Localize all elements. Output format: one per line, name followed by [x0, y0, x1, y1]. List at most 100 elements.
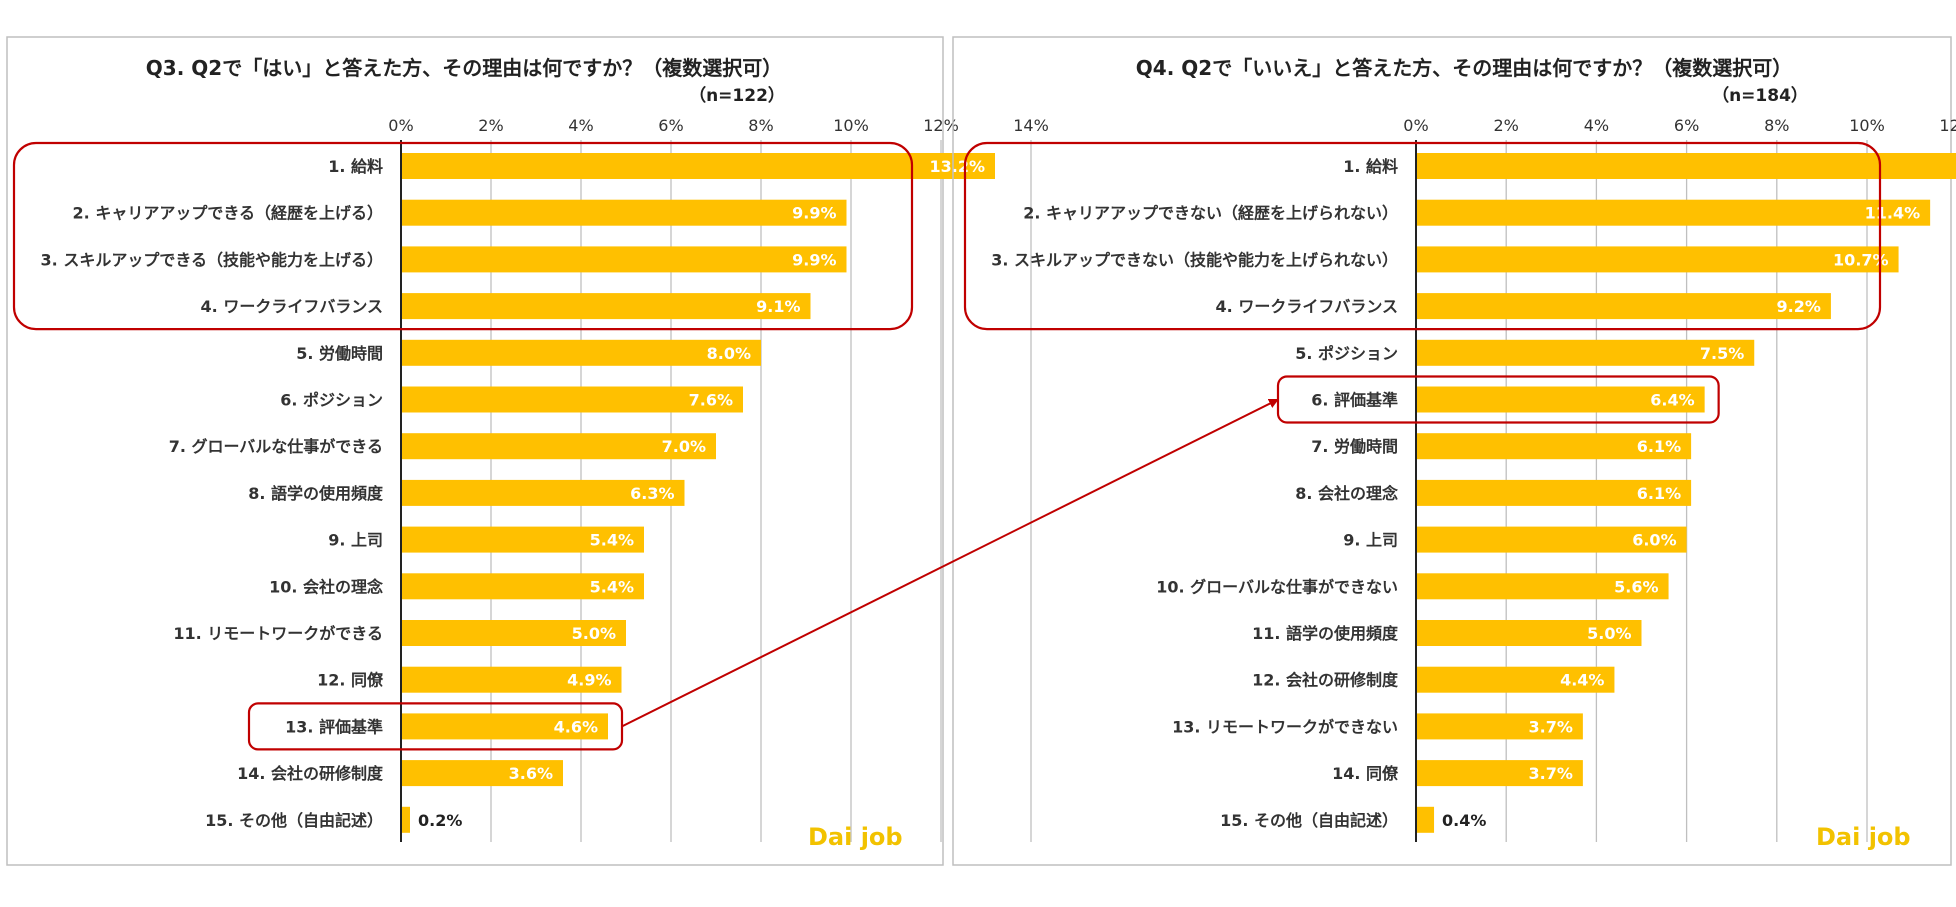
category-label: 5. 労働時間 [296, 344, 383, 363]
category-label: 2. キャリアアップできない（経歴を上げられない） [1023, 204, 1398, 223]
data-label: 9.9% [792, 204, 836, 223]
bar [401, 713, 608, 740]
x-tick-label: 10% [833, 116, 869, 135]
bar [401, 199, 847, 226]
category-label: 9. 上司 [1343, 531, 1398, 550]
category-label: 7. グローバルな仕事ができる [169, 437, 383, 456]
x-tick-label: 12% [1939, 116, 1956, 135]
chart-frame [6, 36, 944, 866]
bar [1416, 479, 1692, 506]
data-label: 9.1% [756, 297, 800, 316]
bar [401, 293, 811, 320]
category-label: 12. 会社の研修制度 [1252, 671, 1399, 690]
x-tick-label: 10% [1849, 116, 1885, 135]
category-label: 3. スキルアップできない（技能や能力を上げられない） [991, 250, 1398, 269]
bar [401, 153, 995, 179]
category-label: 15. その他（自由記述） [205, 811, 383, 830]
bar [1416, 153, 1956, 179]
category-label: 1. 給料 [328, 157, 383, 176]
data-label: 6.1% [1637, 484, 1681, 503]
x-tick-label: 8% [1764, 116, 1789, 135]
bar [401, 386, 743, 413]
data-label: 4.9% [567, 671, 611, 690]
data-label: 4.4% [1560, 671, 1604, 690]
data-label: 11.4% [1865, 204, 1921, 223]
bar [1416, 199, 1931, 226]
bar [1416, 339, 1755, 366]
category-label: 10. グローバルな仕事ができない [1156, 577, 1398, 596]
bar [401, 573, 644, 600]
category-label: 10. 会社の理念 [269, 577, 384, 596]
data-label: 9.2% [1777, 297, 1821, 316]
category-label: 6. 評価基準 [1311, 391, 1398, 410]
category-label: 11. リモートワークができる [173, 624, 383, 643]
category-label: 1. 給料 [1343, 157, 1398, 176]
q3-chart-panel: Q3. Q2で「はい」と答えた方、その理由は何ですか？（複数選択可） （n=122… [6, 36, 1049, 866]
data-label: 4.6% [554, 717, 598, 736]
category-label: 3. スキルアップできる（技能や能力を上げる） [41, 250, 383, 269]
bar [1416, 760, 1583, 787]
chart-frame [952, 36, 1952, 866]
bar [1416, 293, 1831, 320]
x-tick-label: 4% [568, 116, 593, 135]
x-tick-label: 4% [1584, 116, 1609, 135]
bar [1416, 666, 1615, 693]
daijob-logo: Dai job [808, 823, 903, 851]
x-tick-label: 0% [1403, 116, 1428, 135]
bar [401, 620, 626, 646]
data-label: 10.7% [1833, 250, 1889, 269]
bar [1416, 526, 1687, 553]
x-tick-label: 12% [923, 116, 959, 135]
data-label: 7.5% [1700, 344, 1744, 363]
data-label: 5.0% [1587, 624, 1631, 643]
category-label: 14. 会社の研修制度 [237, 764, 384, 783]
bar [401, 246, 847, 273]
category-label: 13. 評価基準 [285, 717, 383, 736]
data-label: 0.4% [1442, 811, 1486, 830]
category-label: 14. 同僚 [1332, 764, 1399, 783]
x-tick-label: 14% [1013, 116, 1049, 135]
data-label: 3.6% [509, 764, 553, 783]
chart-subtitle: （n=122） [689, 85, 785, 106]
category-label: 4. ワークライフバランス [201, 297, 383, 316]
category-label: 13. リモートワークができない [1172, 717, 1398, 736]
data-label: 8.0% [707, 344, 751, 363]
data-label: 3.7% [1528, 717, 1572, 736]
data-label: 6.3% [630, 484, 674, 503]
data-label: 9.9% [792, 250, 836, 269]
data-label: 6.1% [1637, 437, 1681, 456]
chart-title: Q3. Q2で「はい」と答えた方、その理由は何ですか？（複数選択可） [146, 56, 782, 80]
bar [1416, 246, 1899, 273]
data-label: 0.2% [418, 811, 462, 830]
x-tick-label: 6% [658, 116, 683, 135]
category-label: 4. ワークライフバランス [1216, 297, 1398, 316]
category-label: 7. 労働時間 [1311, 437, 1398, 456]
bar [401, 433, 716, 460]
bar [1416, 386, 1705, 413]
bar [1416, 806, 1435, 833]
x-tick-label: 6% [1674, 116, 1699, 135]
bar [1416, 713, 1583, 740]
category-label: 9. 上司 [328, 531, 383, 550]
data-label: 6.0% [1632, 531, 1676, 550]
bar [401, 479, 685, 506]
category-label: 12. 同僚 [317, 671, 384, 690]
x-tick-label: 8% [748, 116, 773, 135]
q4-chart-panel: Q4. Q2で「いいえ」と答えた方、その理由は何ですか？（複数選択可） （n=18… [952, 36, 1956, 866]
category-label: 2. キャリアアップできる（経歴を上げる） [73, 204, 383, 223]
x-tick-label: 2% [1494, 116, 1519, 135]
data-label: 13.2% [929, 157, 985, 176]
chart-subtitle: （n=184） [1712, 85, 1808, 106]
highlight-box [963, 141, 1882, 331]
connector-layer [621, 398, 1279, 728]
data-label: 3.7% [1528, 764, 1572, 783]
daijob-logo: Dai job [1816, 823, 1911, 851]
bar [401, 806, 410, 833]
category-label: 15. その他（自由記述） [1220, 811, 1398, 830]
category-label: 8. 会社の理念 [1295, 484, 1399, 503]
data-label: 5.6% [1614, 577, 1658, 596]
category-label: 11. 語学の使用頻度 [1252, 624, 1399, 643]
category-label: 6. ポジション [280, 391, 383, 410]
category-label: 8. 語学の使用頻度 [248, 484, 384, 503]
